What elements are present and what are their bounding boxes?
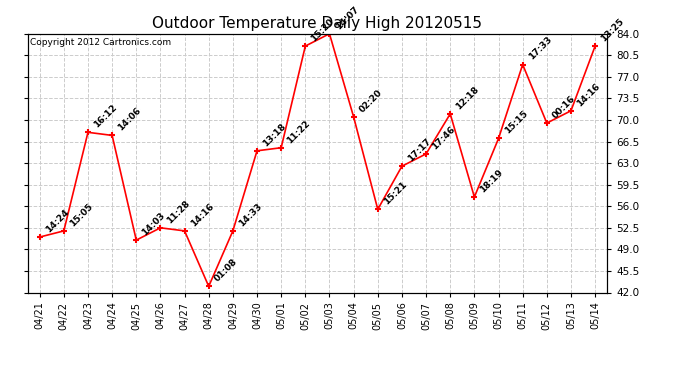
Text: 14:16: 14:16 bbox=[575, 81, 602, 108]
Text: 00:16: 00:16 bbox=[551, 94, 578, 120]
Text: 01:08: 01:08 bbox=[213, 257, 239, 284]
Text: 14:06: 14:06 bbox=[117, 106, 143, 133]
Text: 14:16: 14:16 bbox=[189, 201, 215, 228]
Text: 11:28: 11:28 bbox=[165, 198, 191, 225]
Text: 11:22: 11:22 bbox=[286, 118, 312, 145]
Text: 12:18: 12:18 bbox=[455, 84, 481, 111]
Text: 18:19: 18:19 bbox=[479, 168, 505, 194]
Text: 17:17: 17:17 bbox=[406, 136, 433, 164]
Text: 15:21: 15:21 bbox=[382, 180, 408, 207]
Text: 02:20: 02:20 bbox=[358, 88, 384, 114]
Text: 16:12: 16:12 bbox=[92, 103, 119, 129]
Text: 14:07: 14:07 bbox=[334, 4, 360, 31]
Text: 14:33: 14:33 bbox=[237, 201, 264, 228]
Text: 15:20: 15:20 bbox=[310, 17, 336, 43]
Text: 17:33: 17:33 bbox=[527, 35, 553, 62]
Text: Copyright 2012 Cartronics.com: Copyright 2012 Cartronics.com bbox=[30, 38, 172, 46]
Text: 14:24: 14:24 bbox=[44, 207, 70, 234]
Text: 17:46: 17:46 bbox=[431, 124, 457, 151]
Text: 15:15: 15:15 bbox=[503, 109, 529, 136]
Text: 14:03: 14:03 bbox=[141, 211, 167, 237]
Text: 13:18: 13:18 bbox=[262, 122, 288, 148]
Title: Outdoor Temperature Daily High 20120515: Outdoor Temperature Daily High 20120515 bbox=[152, 16, 482, 31]
Text: 15:05: 15:05 bbox=[68, 202, 95, 228]
Text: 13:25: 13:25 bbox=[600, 17, 626, 43]
